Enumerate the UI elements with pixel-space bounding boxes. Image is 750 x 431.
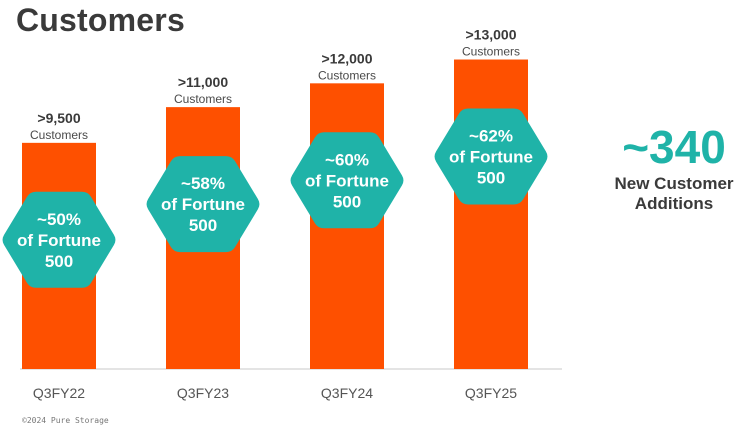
- bar-value-sublabel: Customers: [318, 68, 376, 82]
- bar-value-sublabel: Customers: [174, 92, 232, 106]
- fortune-500-badge-text: ~50%: [37, 210, 81, 229]
- bar-value-label: >11,000: [178, 74, 228, 90]
- fortune-500-badge-text: 500: [45, 252, 73, 271]
- fortune-500-badge-text: 500: [333, 192, 361, 211]
- bar-value-sublabel: Customers: [462, 45, 520, 59]
- new-customer-count: ~340: [622, 121, 726, 173]
- fortune-500-badge-text: of Fortune: [17, 231, 101, 250]
- copyright-footer: ©2024 Pure Storage: [22, 416, 109, 425]
- fortune-500-badge-text: ~60%: [325, 150, 369, 169]
- fortune-500-badge-text: 500: [189, 216, 217, 235]
- bar-value-label: >12,000: [322, 50, 373, 66]
- new-customer-callout: ~340 New Customer Additions: [598, 120, 750, 214]
- fortune-500-badge: [2, 191, 116, 288]
- bar-value-sublabel: Customers: [30, 128, 88, 142]
- fortune-500-badge-text: ~62%: [469, 127, 513, 146]
- x-tick-label: Q3FY23: [177, 385, 229, 401]
- fortune-500-badge: [290, 132, 404, 229]
- fortune-500-badge: [434, 108, 548, 205]
- fortune-500-badge-text: of Fortune: [305, 171, 389, 190]
- x-tick-label: Q3FY25: [465, 385, 517, 401]
- fortune-500-badge-text: of Fortune: [449, 148, 533, 167]
- new-customer-label-line2: Additions: [634, 194, 714, 213]
- fortune-500-badge-text: ~58%: [181, 174, 225, 193]
- page-title: Customers: [16, 2, 185, 38]
- fortune-500-badge-text: of Fortune: [161, 195, 245, 214]
- bar-value-label: >9,500: [37, 110, 80, 126]
- bar-value-label: >13,000: [466, 27, 517, 43]
- x-tick-label: Q3FY24: [321, 385, 373, 401]
- bar-q3fy25: [454, 59, 528, 369]
- fortune-500-badge: [146, 156, 260, 253]
- new-customer-label-line1: New Customer: [614, 174, 734, 193]
- fortune-500-badge-text: 500: [477, 169, 505, 188]
- x-tick-label: Q3FY22: [33, 385, 85, 401]
